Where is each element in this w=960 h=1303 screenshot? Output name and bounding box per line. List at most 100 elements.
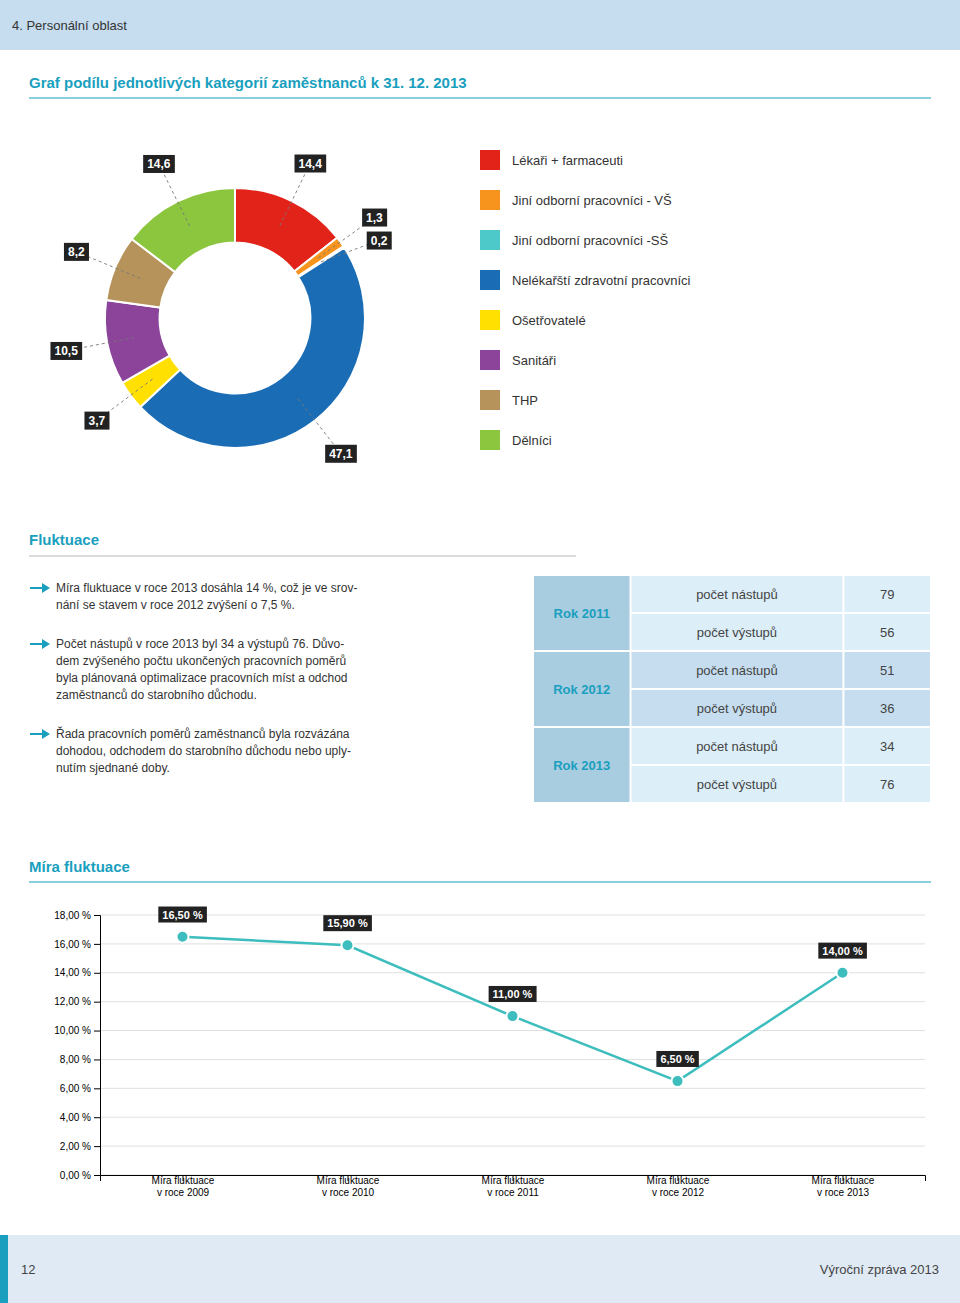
header-bg [0,0,960,50]
point [177,931,189,943]
y-tick: 10,00 % [54,1025,100,1036]
data-label-text: 3,7 [88,414,105,428]
bullet: Počet nástupů v roce 2013 byl 34 a výstu… [30,637,348,702]
table-cell [632,576,843,612]
data-label-bg [295,155,327,173]
tick-label: 12,00 % [54,996,91,1007]
tick-mark [94,1031,100,1032]
data-label: 1,3 [362,209,387,227]
table-cell [632,766,843,802]
legend-label: Dělníci [512,433,552,448]
grid-line [100,1030,925,1031]
grid-line [100,1088,925,1089]
legend-swatch [480,150,500,170]
tick-mark [94,1002,100,1003]
table-cell [844,614,930,650]
text-line: Míra fluktuace [482,1175,545,1186]
line [183,937,843,1081]
tick-label: Míra fluktuacev roce 2009 [152,1175,215,1198]
data-label: 8,2 [64,243,89,261]
data-label: 0,2 [367,232,392,250]
marks [177,931,849,1087]
text-line: Míra fluktuace [812,1175,875,1186]
data-label-text: 14,6 [147,157,171,171]
donut: 14,41,30,247,13,710,58,214,6 [50,155,391,463]
legend-swatch [480,270,500,290]
text-line: Míra fluktuace v roce 2013 dosáhla 14 %,… [56,581,357,595]
page: 4. Personální oblastGraf podílu jednotli… [0,0,960,1303]
legend-swatch [480,350,500,370]
table-cell [534,728,630,802]
bullet-arrowhead [42,639,50,649]
table-value: 51 [880,663,894,678]
x-tick: Míra fluktuacev roce 2013 [812,1175,875,1198]
data-label-bg [84,412,109,430]
table: Rok 2011počet nástupů79počet výstupů56Ro… [534,576,930,802]
data-label-text: 8,2 [68,245,85,259]
legend-label: Jiní odborní pracovníci -SŠ [512,233,668,248]
bullet-arrow [30,733,44,735]
text-line: dohodou, odchodem do starobního důchodu … [56,744,351,758]
data-label-text: 15,90 % [327,917,368,929]
legend-label: Nelékařští zdravotní pracovníci [512,273,691,288]
legend-swatch [480,390,500,410]
bullet-arrow [30,643,44,645]
section-rule [29,98,931,99]
table-label: počet výstupů [697,701,777,716]
point [342,939,354,951]
grid-line [100,1059,925,1060]
text-line: v roce 2009 [157,1187,210,1198]
table-value: 56 [880,625,894,640]
data-label: 15,90 % [323,915,372,931]
data-label-bg [143,155,175,173]
data-label: 47,1 [325,445,357,463]
legend-swatch [480,310,500,330]
data-label-bg [656,1051,698,1067]
table-cell [844,652,930,688]
legend-swatch [480,230,500,250]
text-line: v roce 2013 [817,1187,870,1198]
tick-label: 16,00 % [54,939,91,950]
legend-item: Nelékařští zdravotní pracovníci [480,270,691,290]
table-value: 79 [880,587,894,602]
data-label-text: 1,3 [366,211,383,225]
y-tick: 8,00 % [60,1054,100,1065]
table-label: počet nástupů [696,739,778,754]
y-tick: 0,00 % [60,1170,100,1181]
text-line: v roce 2010 [322,1187,375,1198]
tick-mark [94,1088,100,1089]
table-value: 36 [880,701,894,716]
table-cell [632,728,843,764]
tick-mark [94,973,100,974]
legend-label: Lékaři + farmaceuti [512,153,623,168]
data-label: 10,5 [50,342,82,360]
legend-item: Dělníci [480,430,552,450]
table-label: počet výstupů [697,777,777,792]
grid [100,915,925,1175]
text-line: nutím sjednané doby. [56,761,170,775]
y-tick: 16,00 % [54,939,100,950]
legend-item: THP [480,390,538,410]
tick-label: Míra fluktuacev roce 2011 [482,1175,545,1198]
legend-item: Lékaři + farmaceuti [480,150,623,170]
grid-line [100,972,925,973]
table-cell [632,690,843,726]
leader-line [280,163,310,225]
tick-label: 4,00 % [60,1112,91,1123]
bullet-arrowhead [42,583,50,593]
tick-label: 10,00 % [54,1025,91,1036]
table-year: Rok 2013 [553,758,610,773]
legend-label: Ošetřovatelé [512,313,586,328]
leader-lines [66,163,379,453]
table-label: počet výstupů [697,625,777,640]
footer-page: 12 [21,1262,35,1277]
table-cell [632,652,843,688]
text-line: Míra fluktuace [317,1175,380,1186]
bullet-arrowhead [42,729,50,739]
data-label: 16,50 % [158,907,207,923]
legend: Lékaři + farmaceuti Jiní odborní pracovní… [480,150,691,450]
legend-swatch [480,190,500,210]
data-label-bg [323,915,372,931]
legend-item: Jiní odborní pracovníci - VŠ [480,190,672,210]
tick-label: 2,00 % [60,1141,91,1152]
